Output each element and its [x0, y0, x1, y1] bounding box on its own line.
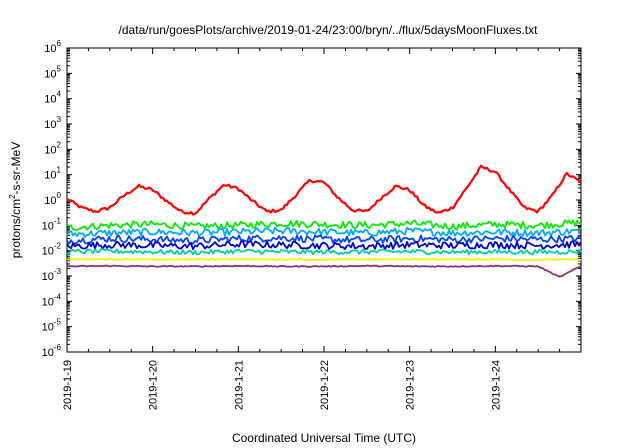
y-tick-label: 106 — [44, 39, 61, 55]
series-line — [66, 257, 582, 262]
series-line — [66, 226, 582, 238]
y-tick-base: 10 — [44, 195, 56, 207]
series-line — [66, 264, 582, 278]
y-tick-exp: -2 — [54, 242, 62, 251]
x-tick-label: 2019-1-22 — [319, 360, 331, 410]
y-axis-label: protons/cm2-s-sr-MeV — [8, 142, 23, 258]
y-tick-exp: -6 — [54, 343, 62, 352]
y-tick-exp: 4 — [57, 90, 62, 99]
y-tick-label: 101 — [44, 166, 61, 182]
y-tick-exp: -5 — [54, 318, 62, 327]
series-line — [66, 234, 582, 245]
y-tick-exp: -3 — [54, 267, 62, 276]
y-tick-label: 10-1 — [42, 216, 62, 232]
y-tick-exp: 1 — [57, 166, 62, 175]
series-line — [66, 164, 582, 216]
y-tick-exp: 0 — [57, 191, 62, 200]
x-tick-label: 2019-1-19 — [62, 360, 74, 410]
y-tick-label: 104 — [44, 90, 61, 106]
y-tick-label: 10-6 — [42, 343, 62, 359]
y-tick-label: 10-2 — [42, 242, 62, 258]
y-tick-base: 10 — [42, 246, 54, 258]
series-line — [67, 219, 582, 232]
plot-frame — [66, 47, 582, 353]
x-tick-label: 2019-1-20 — [148, 360, 160, 410]
y-tick-label: 100 — [44, 191, 61, 207]
y-tick-exp: 2 — [57, 140, 62, 149]
y-tick-base: 10 — [42, 271, 54, 283]
y-axis-label-prefix: protons/cm — [9, 199, 23, 258]
x-tick-label: 2019-1-21 — [233, 360, 245, 410]
series-line — [66, 248, 582, 256]
x-tick-label: 2019-1-23 — [405, 360, 417, 410]
y-tick-label: 10-4 — [42, 292, 62, 308]
y-tick-base: 10 — [44, 68, 56, 80]
series-layer — [66, 164, 582, 278]
y-tick-base: 10 — [44, 43, 56, 55]
y-tick-base: 10 — [42, 296, 54, 308]
y-tick-base: 10 — [44, 94, 56, 106]
y-tick-label: 10-3 — [42, 267, 62, 283]
y-tick-exp: -4 — [54, 292, 62, 301]
series-line — [66, 240, 582, 251]
y-tick-label: 105 — [44, 64, 61, 80]
y-tick-label: 10-5 — [42, 318, 62, 334]
y-tick-base: 10 — [42, 347, 54, 359]
y-tick-label: 102 — [44, 140, 61, 156]
y-tick-base: 10 — [42, 220, 54, 232]
y-tick-exp: 5 — [57, 64, 62, 73]
y-tick-base: 10 — [44, 119, 56, 131]
y-tick-base: 10 — [44, 170, 56, 182]
y-tick-label: 103 — [44, 115, 61, 131]
y-tick-base: 10 — [42, 322, 54, 334]
x-axis: 2019-1-19 2019-1-20 2019-1-21 2019-1-22 2019… — [62, 48, 561, 410]
y-axis-label-sup: 2 — [8, 194, 17, 199]
y-axis-label-suffix: -s-sr-MeV — [9, 142, 23, 195]
y-axis: 10-610-510-410-310-210-11001011021031041… — [42, 39, 581, 359]
y-tick-base: 10 — [44, 144, 56, 156]
chart-title: /data/run/goesPlots/archive/2019-01-24/2… — [119, 23, 539, 37]
y-tick-exp: 3 — [57, 115, 62, 124]
x-tick-label: 2019-1-24 — [490, 360, 502, 410]
x-axis-label: Coordinated Universal Time (UTC) — [232, 431, 416, 445]
y-tick-exp: 6 — [57, 39, 62, 48]
y-tick-exp: -1 — [54, 216, 62, 225]
